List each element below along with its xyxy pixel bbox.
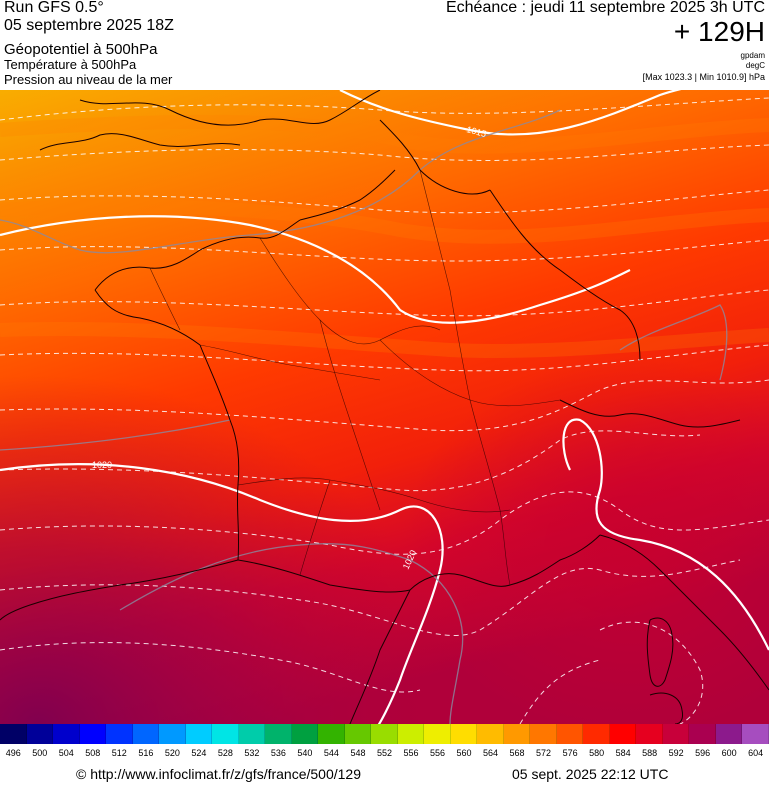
source-credit: © http://www.infoclimat.fr/z/gfs/france/… [76,766,361,782]
scale-label: 564 [483,748,499,758]
scale-label: 556 [403,748,419,758]
scale-swatch [318,724,345,744]
isobar-1015-b [0,215,631,324]
pressure-max-min: [Max 1023.3 | Min 1010.9] hPa [642,72,765,82]
lead-time: + 129H [673,16,765,47]
unit-degc: degC [745,61,765,70]
regional-borders [149,169,561,586]
scale-swatch [371,724,398,744]
scale-label: 504 [58,748,74,758]
scale-swatch [609,724,637,744]
scale-swatch [742,724,769,744]
scale-swatch [79,724,107,744]
scale-swatch [26,724,54,744]
scale-label: 580 [589,748,605,758]
scale-label: 560 [456,748,472,758]
secondary-isobars [0,109,728,724]
scale-label: 524 [191,748,207,758]
field-geopotential: Géopotentiel à 500hPa [4,41,158,58]
color-scale-labels: 496 500 504 508 512 516 520 524 528 532 536 540 544 5… [0,748,769,760]
scale-label: 576 [562,748,578,758]
scale-swatch [265,724,292,744]
unit-gpdam: gpdam [740,51,765,60]
scale-swatch [503,724,531,744]
scale-swatch [106,724,133,744]
scale-swatch [344,724,372,744]
scale-label: 508 [85,748,101,758]
run-date: 05 septembre 2025 18Z [4,17,174,34]
scale-swatch [291,724,319,744]
scale-swatch [0,724,27,744]
scale-label: 500 [32,748,48,758]
scale-label: 520 [164,748,180,758]
isobar-label: 1020 [92,460,112,470]
isobar-1015 [339,90,682,136]
scale-swatch [424,724,451,744]
scale-label: 528 [217,748,233,758]
scale-label: 516 [138,748,154,758]
forecast-map: 1015 1020 1020 [0,90,769,724]
scale-label: 544 [323,748,339,758]
cold-core-southeast [0,90,769,724]
scale-swatch [397,724,425,744]
scale-swatch [159,724,186,744]
scale-label: 556 [429,748,446,758]
scale-swatch [132,724,160,744]
scale-label: 596 [695,748,711,758]
scale-label: 604 [748,748,764,758]
scale-swatch [450,724,478,744]
scale-label: 548 [350,748,366,758]
scale-swatch [530,724,557,744]
scale-label: 568 [509,748,525,758]
scale-swatch [715,724,743,744]
forecast-valid-time: Echéance : jeudi 11 septembre 2025 3h UT… [445,0,765,16]
scale-label: 540 [297,748,313,758]
scale-label: 588 [642,748,658,758]
color-bands [0,114,769,358]
field-temperature: Température à 500hPa [4,57,137,72]
scale-label: 512 [111,748,127,758]
scale-label: 572 [536,748,552,758]
scale-swatch [583,724,610,744]
scale-label: 600 [721,748,737,758]
scale-swatch [662,724,690,744]
isobars [0,90,769,724]
scale-swatch [556,724,584,744]
color-scale-bar [0,724,769,744]
scale-label: 592 [668,748,684,758]
isobar-1020-b [562,418,769,651]
field-pressure: Pression au niveau de la mer [4,72,173,87]
scale-swatch [238,724,266,744]
scale-label: 584 [615,748,631,758]
run-title: Run GFS 0.5° [4,0,104,16]
isobar-1020 [0,463,444,724]
scale-swatch [53,724,80,744]
scale-swatch [477,724,504,744]
scale-label: 552 [376,748,392,758]
generation-timestamp: 05 sept. 2025 22:12 UTC [512,766,669,782]
scale-swatch [185,724,213,744]
map-svg: 1015 1020 1020 [0,90,769,724]
scale-swatch [636,724,663,744]
scale-swatch [689,724,716,744]
scale-label: 536 [270,748,286,758]
scale-label: 496 [5,748,21,758]
scale-swatch [212,724,239,744]
scale-label: 532 [244,748,260,758]
